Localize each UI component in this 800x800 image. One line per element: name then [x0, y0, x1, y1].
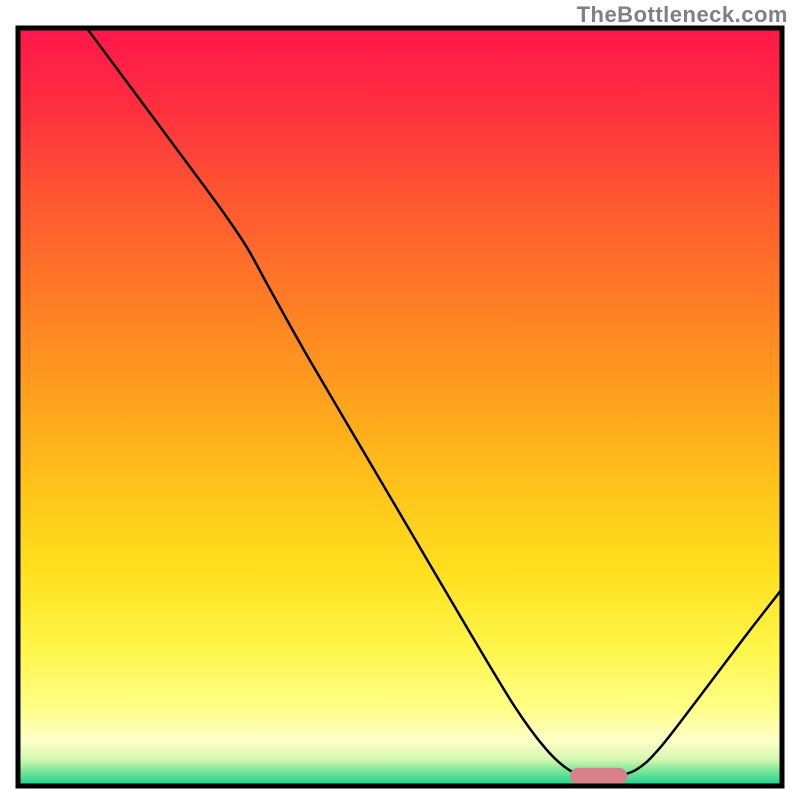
- chart-container: TheBottleneck.com: [0, 0, 800, 800]
- watermark-text: TheBottleneck.com: [577, 2, 788, 28]
- optimal-region-marker: [570, 768, 627, 785]
- bottleneck-chart: [0, 0, 800, 800]
- plot-area: [18, 28, 782, 786]
- gradient-background: [18, 28, 782, 786]
